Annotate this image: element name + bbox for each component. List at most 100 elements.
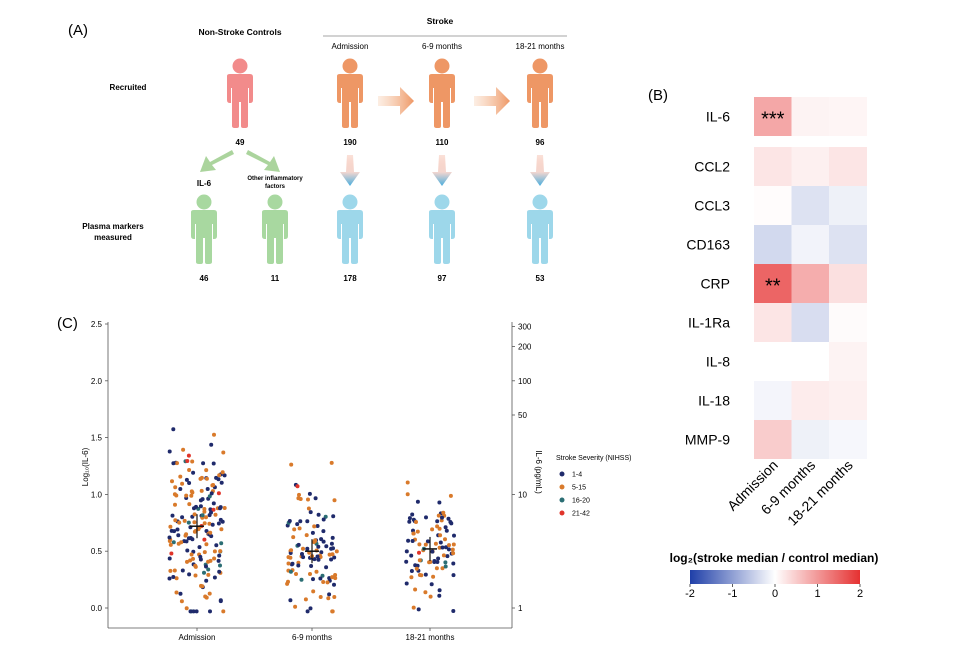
data-point — [415, 563, 420, 568]
data-point — [175, 527, 180, 532]
data-point — [212, 432, 216, 437]
colorbar-tick-label: -2 — [685, 588, 695, 600]
data-point — [300, 552, 304, 556]
heatmap-cell — [754, 420, 792, 459]
data-point — [303, 597, 308, 602]
data-point — [433, 541, 438, 546]
data-point — [296, 560, 301, 565]
data-point — [416, 607, 421, 612]
y-tick-label: 1.5 — [91, 434, 103, 443]
data-point — [329, 546, 334, 551]
data-point — [216, 521, 221, 526]
data-point — [211, 501, 216, 506]
data-point — [208, 558, 213, 563]
heatmap-cell — [791, 147, 830, 186]
data-point — [407, 519, 412, 524]
right-tick-label: 1 — [518, 604, 523, 613]
data-point — [313, 538, 318, 543]
heatmap-cell — [791, 420, 830, 459]
data-point — [187, 502, 192, 507]
data-point — [297, 492, 301, 497]
data-point — [330, 552, 335, 557]
heatmap-row-label: CCL3 — [694, 198, 730, 214]
data-point — [289, 548, 294, 553]
data-point — [289, 562, 294, 567]
split-other-label-2: factors — [265, 184, 286, 190]
arrow-down-right-icon — [246, 150, 280, 172]
data-point — [218, 517, 223, 522]
data-point — [170, 479, 174, 484]
data-point — [216, 491, 221, 496]
heatmap-cell — [791, 97, 830, 136]
row-recruited-label: Recruited — [110, 83, 147, 92]
data-point — [201, 461, 206, 466]
arrow-down-left-icon — [200, 150, 234, 172]
legend-entry: 5-15 — [572, 485, 586, 492]
data-point — [167, 535, 172, 540]
data-point — [324, 565, 329, 570]
heatmap-cell — [829, 381, 867, 420]
data-point — [189, 552, 194, 557]
right-tick-label: 50 — [518, 411, 527, 420]
data-point — [180, 481, 185, 486]
data-point — [286, 579, 290, 584]
heatmap-cell — [754, 303, 792, 342]
heatmap-cell — [791, 186, 830, 225]
data-point — [212, 575, 217, 580]
data-point — [294, 572, 298, 576]
data-point — [407, 516, 412, 521]
data-point — [168, 524, 173, 529]
data-point — [204, 515, 208, 520]
heatmap-row-label: CCL2 — [694, 159, 730, 175]
data-point — [289, 462, 294, 467]
data-point — [409, 569, 414, 573]
data-point — [198, 476, 203, 481]
data-point — [218, 505, 223, 510]
heatmap-cell — [791, 264, 830, 303]
data-point — [168, 568, 173, 573]
count-controls: 49 — [236, 138, 245, 147]
data-point — [296, 542, 301, 547]
data-point — [435, 524, 440, 529]
data-point — [214, 543, 219, 548]
heatmap-cell — [754, 264, 792, 303]
data-point — [180, 568, 185, 573]
heatmap-cell — [754, 147, 792, 186]
data-point — [221, 450, 226, 455]
data-point — [311, 577, 315, 582]
data-point — [186, 520, 191, 525]
data-point — [167, 556, 172, 561]
data-point — [325, 580, 330, 585]
data-point — [293, 604, 298, 609]
y-axis-right-label: IL-6 (pg/mL) — [534, 450, 543, 494]
data-point — [206, 567, 211, 572]
data-point — [207, 494, 212, 499]
data-point — [409, 553, 414, 558]
data-point — [307, 491, 312, 496]
heatmap-cell — [829, 186, 867, 225]
data-point — [436, 513, 441, 518]
data-point — [180, 515, 185, 520]
data-point — [410, 512, 415, 517]
colorbar — [690, 570, 860, 584]
data-point — [441, 553, 446, 558]
data-point — [430, 527, 435, 532]
data-point — [190, 490, 195, 495]
data-point — [296, 563, 301, 568]
heatmap-cell — [829, 264, 867, 303]
data-point — [449, 521, 454, 526]
data-point — [330, 575, 335, 580]
y-tick-label: 0.0 — [91, 604, 103, 613]
data-point — [330, 609, 335, 614]
data-point — [209, 510, 213, 515]
legend-swatch — [559, 484, 565, 490]
data-point — [312, 524, 317, 529]
data-point — [191, 470, 196, 475]
panel-a-label: (A) — [68, 22, 88, 39]
data-point — [187, 481, 192, 485]
heatmap-cell — [829, 342, 867, 381]
data-point — [299, 577, 304, 582]
data-point — [207, 521, 212, 526]
data-point — [443, 525, 448, 530]
arrow-right-icon — [378, 87, 414, 115]
